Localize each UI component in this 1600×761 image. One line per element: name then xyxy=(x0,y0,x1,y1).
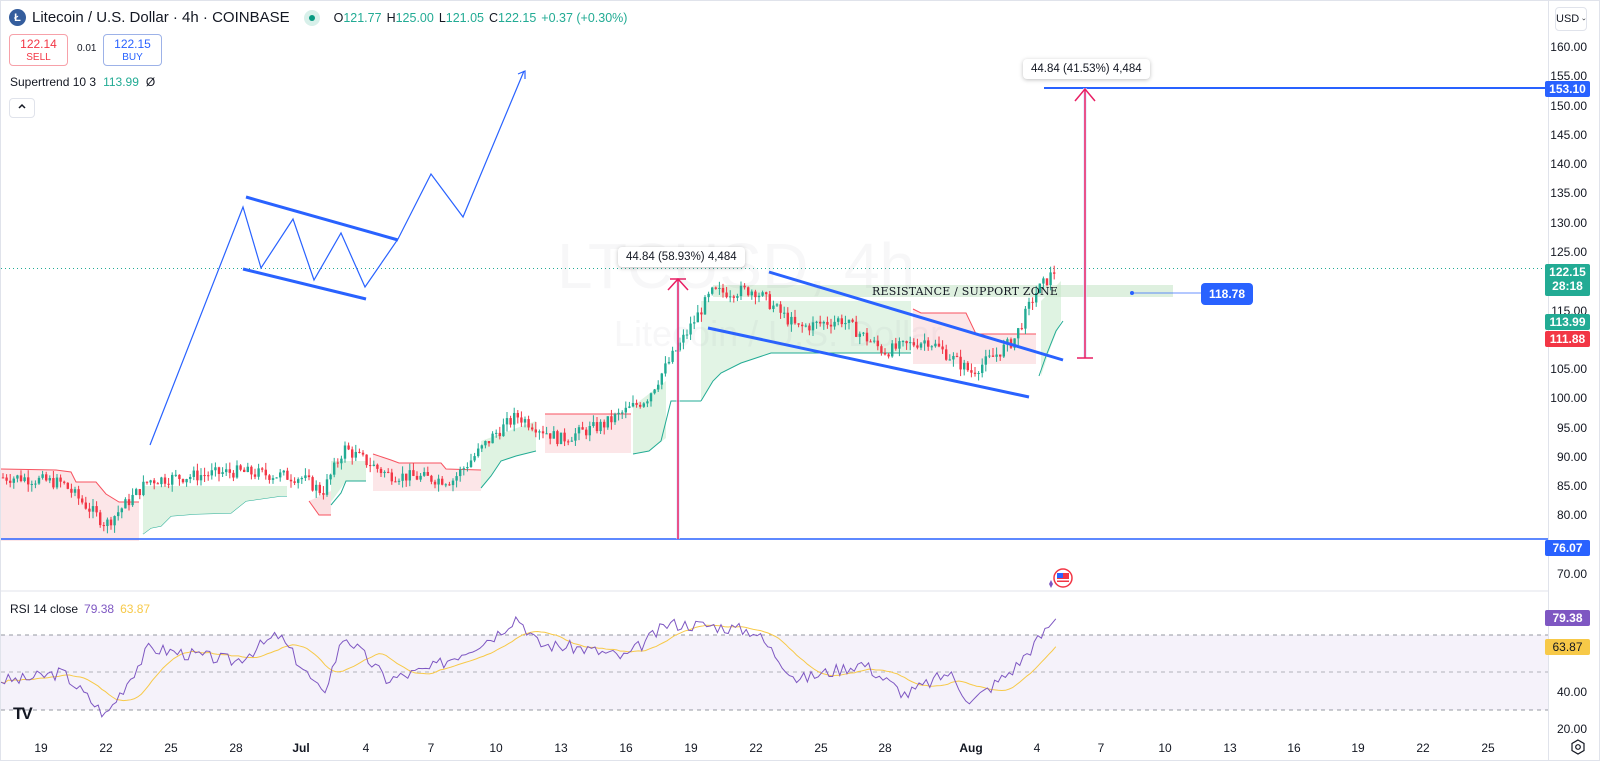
chevron-up-icon xyxy=(18,103,26,109)
target-price-tag: 153.10 xyxy=(1545,81,1590,97)
currency-selector[interactable]: USD xyxy=(1555,7,1587,31)
time-axis-label: 7 xyxy=(427,741,435,755)
time-axis-label: 22 xyxy=(99,741,113,755)
symbol-title[interactable]: Litecoin / U.S. Dollar · 4h · COINBASE xyxy=(32,9,290,26)
time-axis-label: 13 xyxy=(554,741,568,755)
rsi-ma-tag: 63.87 xyxy=(1545,639,1590,655)
price-axis-tick: 155.00 xyxy=(1550,69,1587,84)
time-axis-label: 4 xyxy=(1033,741,1041,755)
time-axis-label: 16 xyxy=(619,741,633,755)
price-axis-tick: 95.00 xyxy=(1556,420,1587,435)
supertrend-legend[interactable]: Supertrend 10 3 113.99 Ø xyxy=(10,75,156,89)
rsi-axis-tick: 40.00 xyxy=(1556,685,1587,699)
time-axis-label: 4 xyxy=(362,741,370,755)
price-axis-tick: 140.00 xyxy=(1550,157,1587,172)
time-axis-label: 28 xyxy=(878,741,892,755)
wedge-upper-line xyxy=(768,270,1064,362)
time-axis-label: 25 xyxy=(164,741,178,755)
wedge-lower-line xyxy=(707,326,1030,399)
supertrend-up-tag: 113.99 xyxy=(1545,314,1590,330)
support-price-tag: 76.07 xyxy=(1545,540,1590,556)
price-axis-tick: 160.00 xyxy=(1550,40,1587,54)
time-axis-label: 25 xyxy=(814,741,828,755)
time-axis-label: 16 xyxy=(1287,741,1301,755)
market-status-icon[interactable] xyxy=(303,9,320,26)
chevron-down-icon xyxy=(1582,18,1586,20)
time-axis-label: 19 xyxy=(684,741,698,755)
price-axis-tick: 90.00 xyxy=(1556,449,1587,464)
supertrend-bands xyxy=(1,281,1064,541)
measure-label-2[interactable]: 44.84 (41.53%) 4,484 xyxy=(1023,59,1150,79)
litecoin-logo-icon: Ł xyxy=(9,9,26,26)
time-axis-label: Jul xyxy=(292,741,310,755)
resistance-support-zone xyxy=(713,285,1173,297)
time-axis-label: 22 xyxy=(749,741,763,755)
collapse-legend-button[interactable] xyxy=(9,98,35,118)
price-axis-tick: 130.00 xyxy=(1550,215,1587,230)
price-axis-tick: 145.00 xyxy=(1550,127,1587,142)
ohlc-values: O121.77 H125.00 L121.05 C122.15 +0.37 (+… xyxy=(333,10,628,25)
time-axis-label: 22 xyxy=(1416,741,1430,755)
price-axis-tick: 70.00 xyxy=(1556,567,1587,582)
chart-header: Ł Litecoin / U.S. Dollar · 4h · COINBASE… xyxy=(9,9,627,26)
time-axis-label: 10 xyxy=(489,741,503,755)
time-axis-label: Aug xyxy=(959,741,983,755)
time-axis-label: 25 xyxy=(1481,741,1495,755)
chart-canvas[interactable] xyxy=(1,1,1549,761)
bull-flag-sketch xyxy=(149,70,526,446)
zone-price-tag[interactable]: 118.78 xyxy=(1201,283,1253,305)
buy-button[interactable]: 122.15 BUY xyxy=(103,34,162,66)
rsi-lines xyxy=(1,615,1057,718)
rsi-value-tag: 79.38 xyxy=(1545,610,1590,626)
supertrend-down-tag: 111.88 xyxy=(1545,331,1590,347)
price-axis-tick: 100.00 xyxy=(1550,391,1587,406)
price-axis-tick: 105.00 xyxy=(1550,362,1587,377)
event-flag-icon xyxy=(1049,568,1073,588)
current-price-tag: 122.15 28:18 xyxy=(1545,264,1590,296)
price-axis-tick: 125.00 xyxy=(1550,244,1587,259)
tradingview-logo[interactable]: TV xyxy=(13,704,33,723)
price-axis-border xyxy=(1548,1,1549,761)
sell-button[interactable]: 122.14 SELL xyxy=(9,34,68,66)
rsi-legend[interactable]: RSI 14 close 79.38 63.87 xyxy=(10,602,151,616)
price-axis-tick: 135.00 xyxy=(1550,186,1587,201)
price-change: +0.37 (+0.30%) xyxy=(541,10,628,25)
price-axis-tick: 150.00 xyxy=(1550,98,1587,113)
spread-value: 0.01 xyxy=(77,43,97,54)
time-axis-label: 7 xyxy=(1097,741,1105,755)
measure-label-1[interactable]: 44.84 (58.93%) 4,484 xyxy=(618,247,745,267)
time-axis-label: 28 xyxy=(229,741,243,755)
time-axis-label: 19 xyxy=(1351,741,1365,755)
zone-label[interactable]: RESISTANCE / SUPPORT ZONE xyxy=(872,285,1059,298)
time-axis-label: 10 xyxy=(1158,741,1172,755)
time-axis-label: 13 xyxy=(1223,741,1237,755)
time-axis-label: 19 xyxy=(34,741,48,755)
rsi-axis-tick: 20.00 xyxy=(1556,722,1587,736)
settings-gear-icon[interactable] xyxy=(1570,739,1586,755)
price-axis-tick: 85.00 xyxy=(1556,479,1587,494)
price-axis-tick: 80.00 xyxy=(1556,508,1587,523)
